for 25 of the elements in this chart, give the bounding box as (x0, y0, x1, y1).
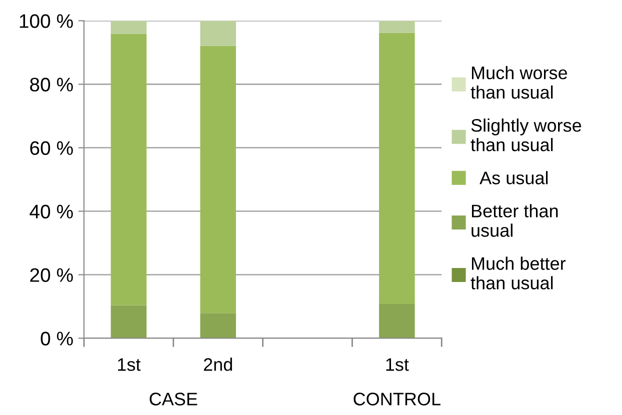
x-tick-label: 2nd (204, 358, 232, 371)
legend-label: As usual (480, 171, 548, 184)
bar (110, 34, 147, 306)
y-tick-label: 40 % (30, 204, 73, 218)
bar (379, 304, 415, 338)
y-tick-label: 60 % (30, 141, 73, 155)
bar (200, 20, 236, 46)
bar (200, 313, 236, 338)
bar (200, 46, 236, 314)
bar (379, 32, 415, 304)
bar (110, 20, 147, 34)
y-tick-label: 0 % (40, 332, 73, 346)
x-tick-label: 1st (118, 358, 141, 371)
text: CASE (150, 392, 198, 406)
bar (110, 305, 147, 338)
legend-label: Better than usual (472, 204, 558, 237)
y-tick-label: 80 % (30, 78, 73, 92)
legend-label: Much worse than usual (470, 66, 568, 99)
legend-label: Much better than usual (470, 256, 566, 290)
text: CONTROL (354, 392, 440, 406)
y-tick-label: 20 % (30, 268, 73, 282)
x-tick-label: 1st (386, 358, 409, 371)
bar (379, 20, 415, 33)
y-tick-label: 100 % (20, 14, 73, 28)
legend-label: Slightly worse than usual (470, 118, 582, 152)
